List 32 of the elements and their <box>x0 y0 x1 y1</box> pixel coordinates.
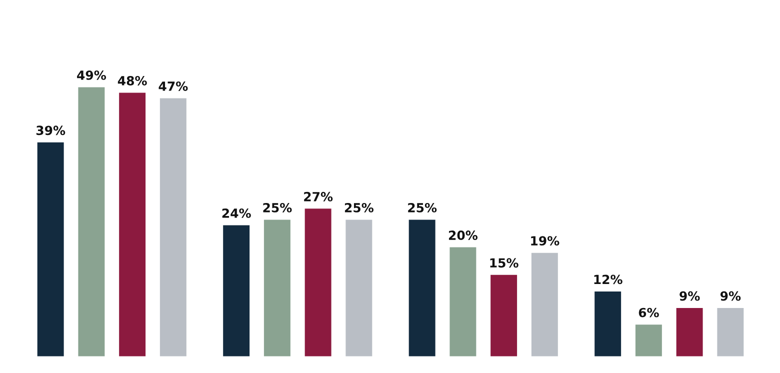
bar <box>634 323 664 357</box>
data-label: 20% <box>448 230 478 240</box>
data-label: 47% <box>158 82 188 91</box>
bar <box>344 218 374 357</box>
data-label: 39% <box>36 126 66 136</box>
data-label: 9% <box>680 291 700 301</box>
bar <box>674 306 704 357</box>
bar <box>158 96 188 357</box>
data-label: 6% <box>638 308 659 318</box>
data-label: 19% <box>531 236 560 246</box>
data-label: 25% <box>408 202 437 212</box>
bar <box>489 274 518 357</box>
data-label: 24% <box>222 208 251 218</box>
bar <box>118 91 147 357</box>
bar <box>530 251 560 357</box>
data-label: 27% <box>304 192 333 202</box>
data-label: 25% <box>263 202 292 212</box>
data-label: 15% <box>490 258 518 268</box>
bar <box>76 86 106 357</box>
bar <box>303 207 333 357</box>
bar <box>448 246 478 357</box>
data-label: 12% <box>594 274 622 284</box>
bar <box>716 306 746 357</box>
data-label: 49% <box>77 70 106 80</box>
data-label: 9% <box>720 291 741 301</box>
bar <box>222 224 251 357</box>
bar <box>262 218 292 357</box>
bar <box>593 290 622 357</box>
bar <box>407 218 437 357</box>
data-label: 25% <box>344 202 374 212</box>
bar <box>36 141 66 357</box>
data-label: 48% <box>118 76 147 86</box>
